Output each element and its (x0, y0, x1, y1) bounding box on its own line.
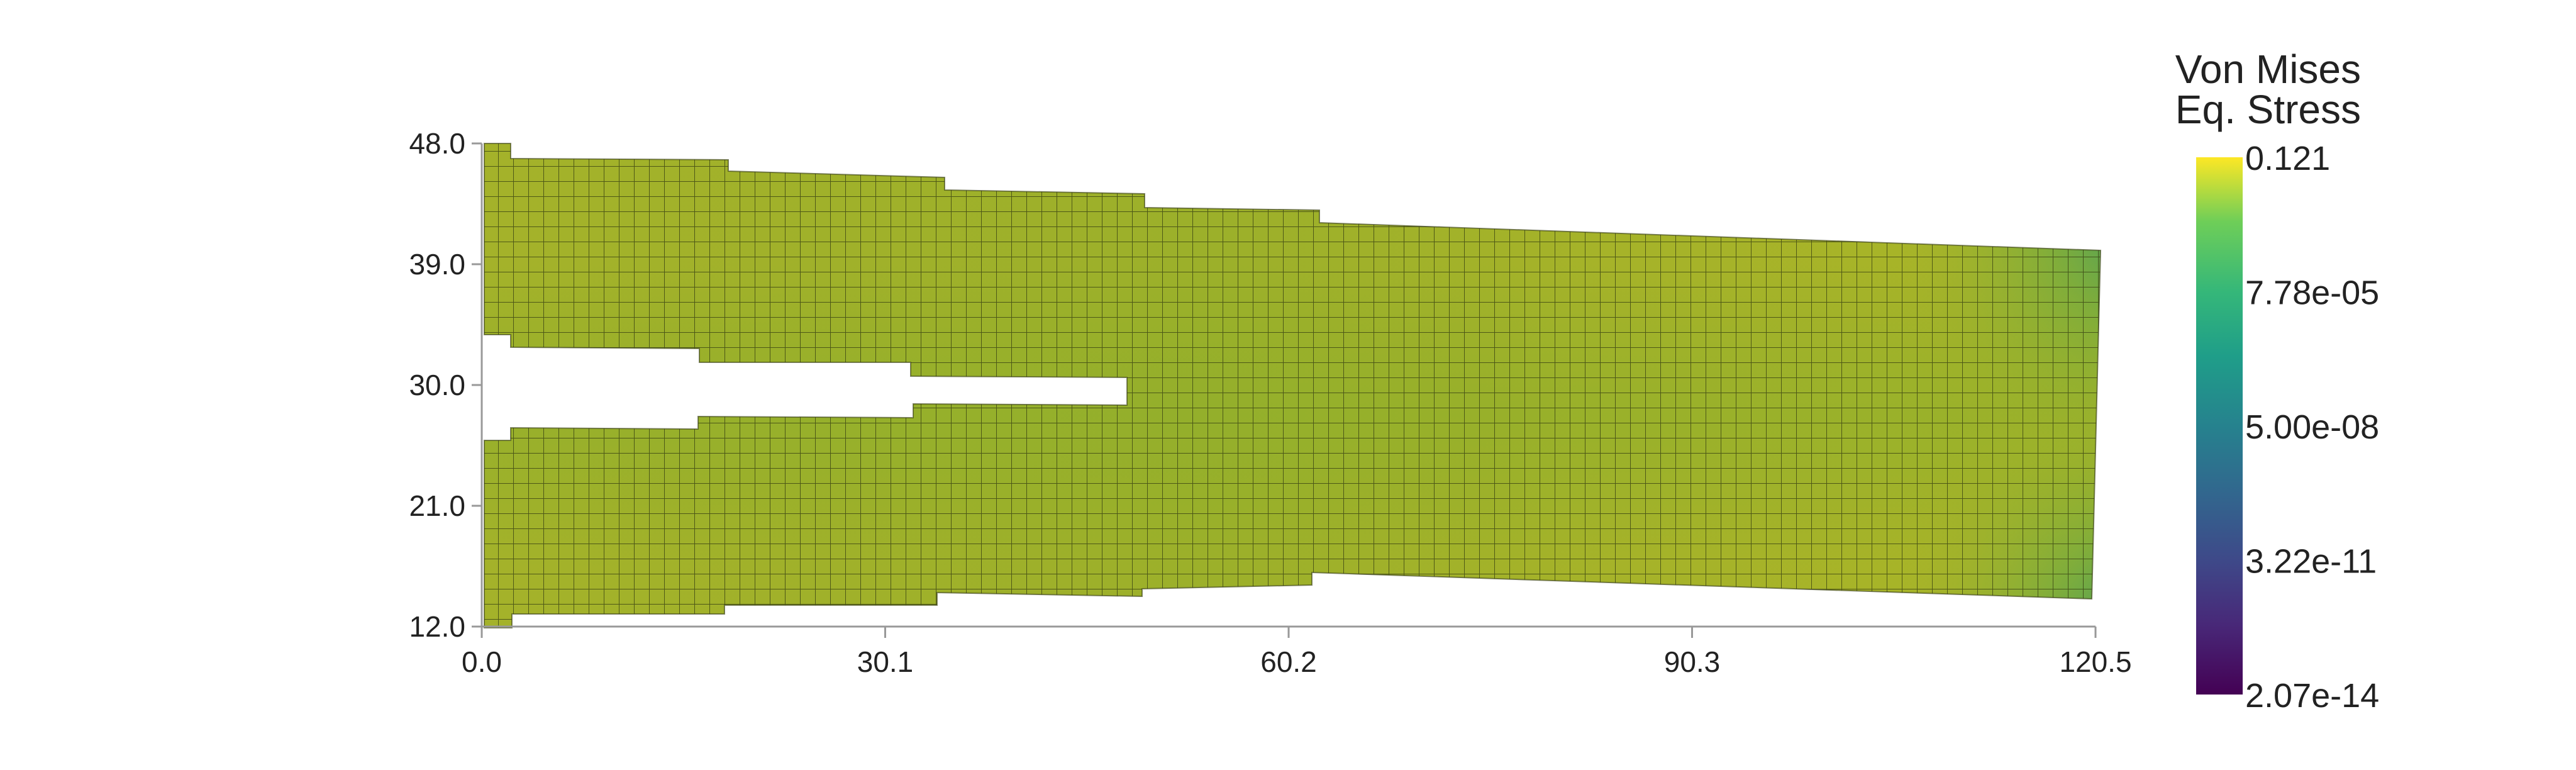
mesh-gridlines (484, 143, 2101, 628)
y-tick-label: 30.0 (409, 369, 465, 401)
y-tick-label: 21.0 (409, 489, 465, 522)
color-legend: Von Mises Eq. Stress 0.121 7.78e-05 5.00e-… (2175, 47, 2379, 715)
x-tick-label: 60.2 (1260, 645, 1317, 678)
y-axis-ticks: 48.0 39.0 30.0 21.0 12.0 (409, 127, 482, 643)
colorbar-labels: 0.121 7.78e-05 5.00e-08 3.22e-11 2.07e-14 (2245, 140, 2379, 715)
colorbar-label: 3.22e-11 (2245, 543, 2377, 581)
x-tick-label: 90.3 (1664, 645, 1721, 678)
x-tick-label: 120.5 (2059, 645, 2131, 678)
y-tick-label: 12.0 (409, 610, 465, 643)
colorbar (2196, 157, 2243, 695)
mesh-body-outline (484, 143, 2102, 628)
colorbar-label: 2.07e-14 (2245, 677, 2379, 715)
axes: 0.0 30.1 60.2 90.3 120.5 48.0 39.0 30.0 21.0 12.… (409, 127, 2131, 678)
deformed-mesh-body (484, 143, 2102, 628)
legend-title-line2: Eq. Stress (2175, 87, 2361, 132)
y-tick-label: 48.0 (409, 127, 465, 160)
y-tick-label: 39.0 (409, 248, 465, 281)
x-axis-ticks: 0.0 30.1 60.2 90.3 120.5 (462, 627, 2132, 678)
colorbar-label: 5.00e-08 (2245, 408, 2379, 446)
x-tick-label: 30.1 (857, 645, 914, 678)
colorbar-label: 7.78e-05 (2245, 274, 2379, 312)
legend-title-line1: Von Mises (2175, 47, 2361, 92)
x-tick-label: 0.0 (462, 645, 502, 678)
colorbar-label: 0.121 (2245, 140, 2330, 177)
